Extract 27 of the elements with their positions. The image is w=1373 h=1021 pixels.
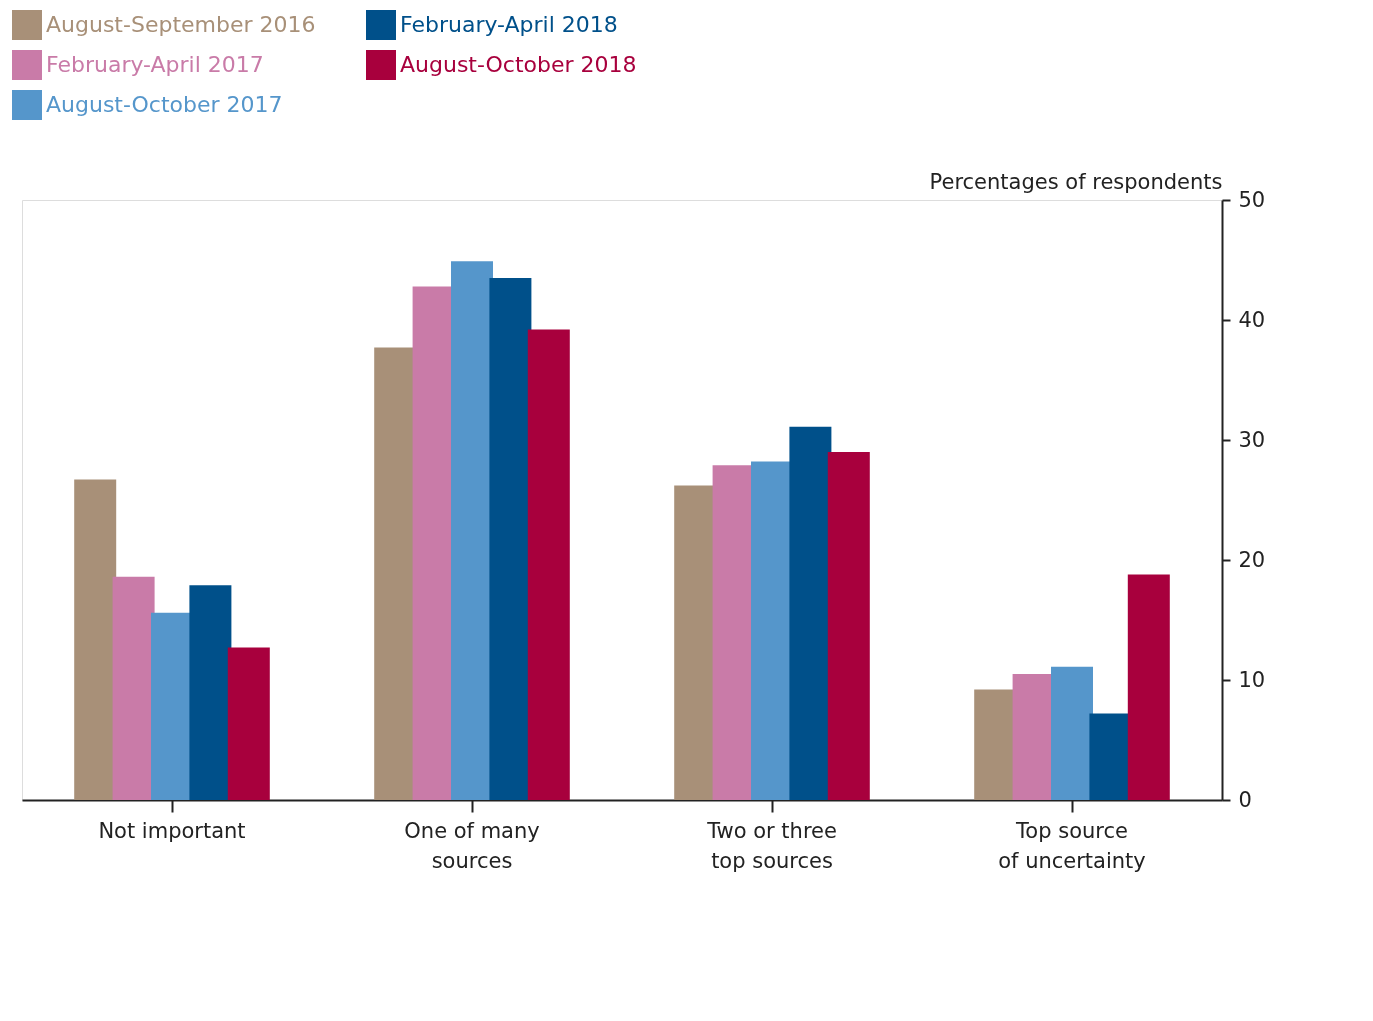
x-tick-label: Top source of uncertainty bbox=[998, 818, 1146, 873]
y-tick-label: 50 bbox=[1238, 187, 1266, 212]
bar bbox=[489, 278, 532, 800]
x-tick-label: One of many sources bbox=[404, 818, 540, 873]
legend-label: February-April 2018 bbox=[400, 12, 618, 37]
bar bbox=[227, 647, 270, 800]
bar bbox=[527, 329, 570, 800]
y-tick-label: 40 bbox=[1238, 307, 1266, 332]
x-tick-label: Two or three top sources bbox=[706, 818, 837, 873]
legend-label: August-October 2017 bbox=[46, 92, 283, 117]
y-tick-label: 30 bbox=[1238, 427, 1266, 452]
bar bbox=[1051, 666, 1093, 800]
bar bbox=[189, 585, 232, 800]
bar bbox=[112, 576, 155, 800]
bar bbox=[74, 479, 117, 800]
y-tick-label: 20 bbox=[1238, 547, 1266, 572]
bar bbox=[789, 426, 832, 800]
legend-label: August-September 2016 bbox=[46, 12, 316, 37]
bar bbox=[451, 261, 493, 800]
x-tick-label: Not important bbox=[98, 818, 246, 843]
bar bbox=[1127, 574, 1170, 800]
bar bbox=[827, 452, 870, 800]
y-tick-label: 10 bbox=[1238, 667, 1266, 692]
y-tick-label: 0 bbox=[1238, 787, 1252, 812]
legend-label: February-April 2017 bbox=[46, 52, 264, 77]
y-axis-title: Percentages of respondents bbox=[929, 169, 1223, 194]
legend-label: August-October 2018 bbox=[400, 52, 637, 77]
